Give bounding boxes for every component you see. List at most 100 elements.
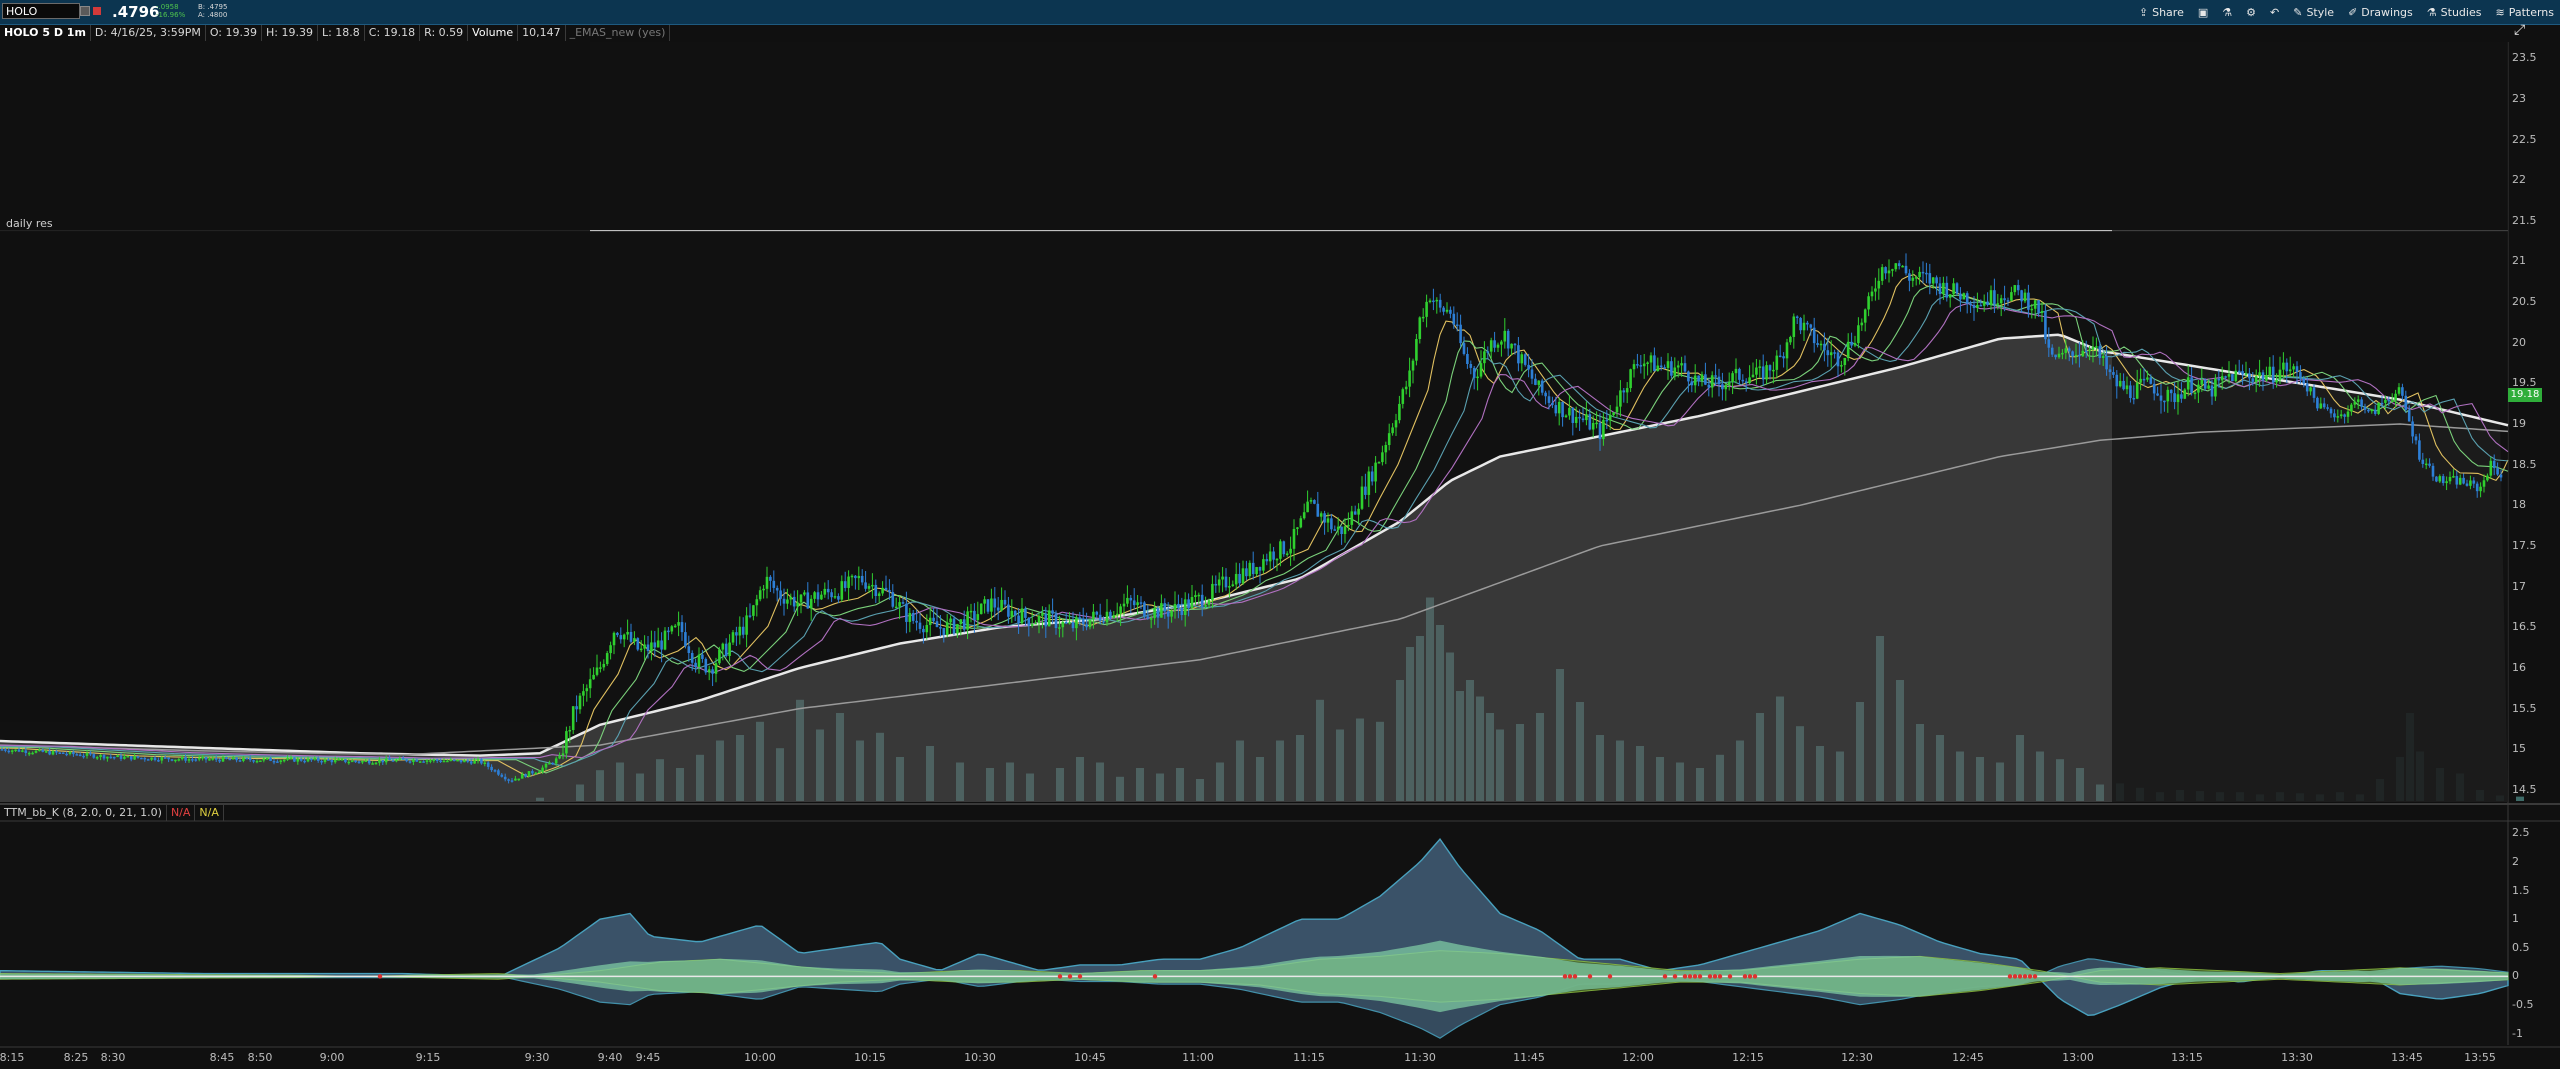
alert-flag-icon[interactable] xyxy=(93,7,101,15)
studies-button[interactable]: ⚗ Studies xyxy=(2427,6,2482,19)
candle-body xyxy=(772,580,776,588)
candle-body xyxy=(507,779,510,781)
price-axis-label: 20.5 xyxy=(2512,295,2537,309)
candle-body xyxy=(51,751,55,755)
candle-body xyxy=(316,758,320,761)
candle-body xyxy=(707,669,711,673)
squeeze-dot xyxy=(1057,974,1063,979)
candle-body xyxy=(1591,423,1595,430)
candle-body xyxy=(1595,422,1598,425)
candle-body xyxy=(1547,396,1551,403)
candle-body xyxy=(840,581,844,600)
candle-body xyxy=(867,586,871,589)
candle-body xyxy=(728,642,731,656)
candle-body xyxy=(1024,608,1027,618)
study-label[interactable]: _EMAS_new (yes) xyxy=(566,25,671,41)
zoom-icon[interactable]: ⤢ xyxy=(2514,22,2526,38)
candle-body xyxy=(1704,374,1707,385)
candle-body xyxy=(1894,263,1898,270)
candle-body xyxy=(1554,405,1558,414)
candle-body xyxy=(2489,460,2493,476)
indicator-name[interactable]: TTM_bb_K (8, 2.0, 0, 21, 1.0) xyxy=(0,805,167,821)
candle-body xyxy=(837,596,840,600)
candle-body xyxy=(2234,370,2238,382)
style-button[interactable]: ✎ Style xyxy=(2293,6,2334,19)
candle-body xyxy=(2040,311,2044,313)
candle-body xyxy=(1449,309,1452,314)
candle-body xyxy=(2159,395,2163,401)
squeeze-dot xyxy=(1742,974,1748,979)
time-axis-label: 10:00 xyxy=(744,1051,776,1064)
volume-label[interactable]: Volume xyxy=(468,25,519,41)
candle-body xyxy=(1377,462,1381,464)
candle-body xyxy=(92,754,96,758)
candle-body xyxy=(330,760,334,763)
candle-body xyxy=(1605,419,1609,422)
candle-body xyxy=(1187,599,1190,609)
candle-body xyxy=(55,751,58,753)
candle-body xyxy=(235,757,238,761)
bar-close: C: 19.18 xyxy=(365,25,421,41)
candle-body xyxy=(150,757,153,760)
candle-body xyxy=(1602,419,1605,440)
candle-body xyxy=(775,587,779,591)
patterns-button[interactable]: ≋ Patterns xyxy=(2495,6,2554,19)
candle-body xyxy=(1840,365,1843,367)
candle-body xyxy=(395,759,398,762)
candle-body xyxy=(208,759,211,761)
candle-body xyxy=(1680,363,1683,366)
squeeze-dot xyxy=(2032,974,2038,979)
candle-body xyxy=(1387,433,1391,445)
candle-body xyxy=(1054,613,1058,629)
candle-body xyxy=(891,592,895,607)
candle-body xyxy=(2285,362,2289,372)
candle-body xyxy=(993,598,997,608)
candle-body xyxy=(616,632,619,636)
candle-body xyxy=(1571,407,1575,423)
candle-body xyxy=(1442,307,1445,312)
candle-body xyxy=(2482,480,2486,487)
candle-body xyxy=(1391,427,1394,434)
candle-body xyxy=(1445,309,1449,312)
candle-body xyxy=(153,757,157,761)
settings-button[interactable]: ⚙ xyxy=(2246,6,2256,19)
candle-body xyxy=(2237,370,2241,373)
candle-body xyxy=(1758,366,1762,368)
symbol-input[interactable]: HOLO xyxy=(2,3,80,19)
candle-body xyxy=(1564,415,1568,418)
candle-body xyxy=(2397,387,2401,394)
candle-body xyxy=(592,674,595,680)
candle-body xyxy=(463,760,466,763)
candle-body xyxy=(1568,407,1571,416)
share-button[interactable]: ⇪ Share xyxy=(2139,6,2184,19)
chart-title[interactable]: HOLO 5 D 1m xyxy=(0,25,91,41)
candle-body xyxy=(1925,272,1928,275)
candle-body xyxy=(408,761,412,763)
candle-body xyxy=(2050,347,2054,355)
undo-button[interactable]: ↶ xyxy=(2270,6,2279,19)
candle-body xyxy=(2373,409,2377,414)
candle-body xyxy=(1489,340,1493,352)
squeeze-dot xyxy=(1152,974,1158,979)
price-axis-label: 15 xyxy=(2512,742,2526,756)
symbol-dropdown-button[interactable] xyxy=(80,6,90,16)
candle-body xyxy=(1296,527,1299,529)
candle-body xyxy=(1619,390,1622,407)
time-axis-label: 9:15 xyxy=(415,1051,441,1064)
candle-body xyxy=(442,760,446,763)
candle-body xyxy=(1765,365,1768,380)
candle-body xyxy=(1122,603,1126,607)
candle-body xyxy=(2380,402,2384,405)
candle-body xyxy=(85,752,89,756)
candle-body xyxy=(1544,392,1547,397)
candle-body xyxy=(1030,623,1034,626)
style-label: Style xyxy=(2306,5,2335,19)
candle-body xyxy=(2278,369,2282,380)
candle-body xyxy=(497,770,500,775)
drawings-button[interactable]: ✐ Drawings xyxy=(2348,6,2413,19)
candle-body xyxy=(2411,421,2414,437)
detach-button[interactable]: ▣ xyxy=(2198,6,2208,19)
candle-body xyxy=(184,757,187,761)
flask-button[interactable]: ⚗ xyxy=(2222,6,2232,19)
